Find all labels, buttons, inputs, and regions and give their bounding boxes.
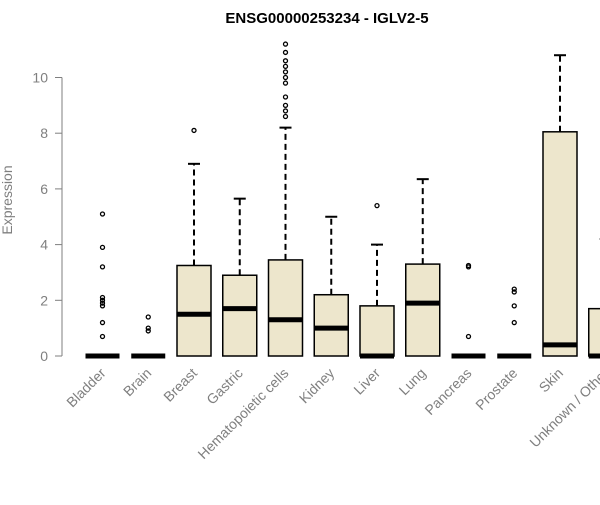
- outlier-point: [101, 296, 105, 300]
- y-axis-label: Expression: [0, 165, 15, 234]
- outlier-point: [146, 326, 150, 330]
- box-iqr: [543, 132, 577, 356]
- outlier-point: [101, 212, 105, 216]
- outlier-point: [101, 321, 105, 325]
- box-iqr: [269, 260, 303, 356]
- x-tick-label: Lung: [396, 365, 429, 398]
- boxes-layer: [86, 42, 600, 356]
- outlier-point: [146, 315, 150, 319]
- outlier-point: [192, 128, 196, 132]
- outlier-point: [467, 335, 471, 339]
- outlier-point: [284, 109, 288, 113]
- box-group: [452, 263, 486, 356]
- box-iqr: [360, 306, 394, 356]
- box-group: [406, 179, 440, 356]
- x-tick-label: Prostate: [472, 365, 520, 413]
- x-tick-label: Pancreas: [421, 365, 474, 418]
- outlier-point: [284, 76, 288, 80]
- outlier-point: [284, 114, 288, 118]
- y-tick-label: 2: [40, 292, 48, 308]
- outlier-point: [284, 50, 288, 54]
- box-group: [131, 315, 165, 356]
- y-tick-label: 4: [40, 237, 48, 253]
- box-group: [86, 212, 120, 356]
- box-group: [589, 170, 600, 356]
- box-iqr: [314, 295, 348, 356]
- x-tick-label: Bladder: [63, 365, 109, 411]
- box-iqr: [589, 309, 600, 356]
- box-group: [269, 42, 303, 356]
- outlier-point: [284, 59, 288, 63]
- box-iqr: [223, 275, 257, 356]
- outlier-point: [284, 64, 288, 68]
- box-group: [497, 287, 531, 356]
- x-tick-label: Liver: [350, 365, 383, 398]
- outlier-point: [512, 304, 516, 308]
- outlier-point: [101, 245, 105, 249]
- outlier-point: [375, 204, 379, 208]
- x-tick-label: Hematopoietic cells: [194, 365, 291, 462]
- outlier-point: [284, 81, 288, 85]
- y-tick-label: 8: [40, 125, 48, 141]
- outlier-point: [101, 265, 105, 269]
- box-iqr: [177, 265, 211, 356]
- box-iqr: [406, 264, 440, 356]
- outlier-point: [284, 95, 288, 99]
- x-tick-label: Kidney: [296, 365, 338, 407]
- box-group: [543, 55, 577, 356]
- box-group: [177, 128, 211, 356]
- y-tick-label: 6: [40, 181, 48, 197]
- outlier-point: [512, 287, 516, 291]
- box-group: [314, 217, 348, 356]
- outlier-point: [284, 70, 288, 74]
- x-tick-label: Brain: [120, 365, 154, 399]
- box-group: [223, 199, 257, 356]
- outlier-point: [512, 321, 516, 325]
- y-axis: 0 2 4 6 8 10: [32, 70, 62, 365]
- x-tick-label: Gastric: [203, 365, 246, 408]
- outlier-point: [101, 335, 105, 339]
- y-tick-label: 0: [40, 348, 48, 364]
- x-tick-label: Breast: [160, 365, 200, 405]
- outlier-point: [284, 42, 288, 46]
- y-tick-label: 10: [32, 70, 48, 86]
- outlier-point: [284, 103, 288, 107]
- box-group: [360, 204, 394, 356]
- chart-title: ENSG00000253234 - IGLV2-5: [225, 10, 428, 27]
- x-tick-label: Skin: [536, 365, 567, 396]
